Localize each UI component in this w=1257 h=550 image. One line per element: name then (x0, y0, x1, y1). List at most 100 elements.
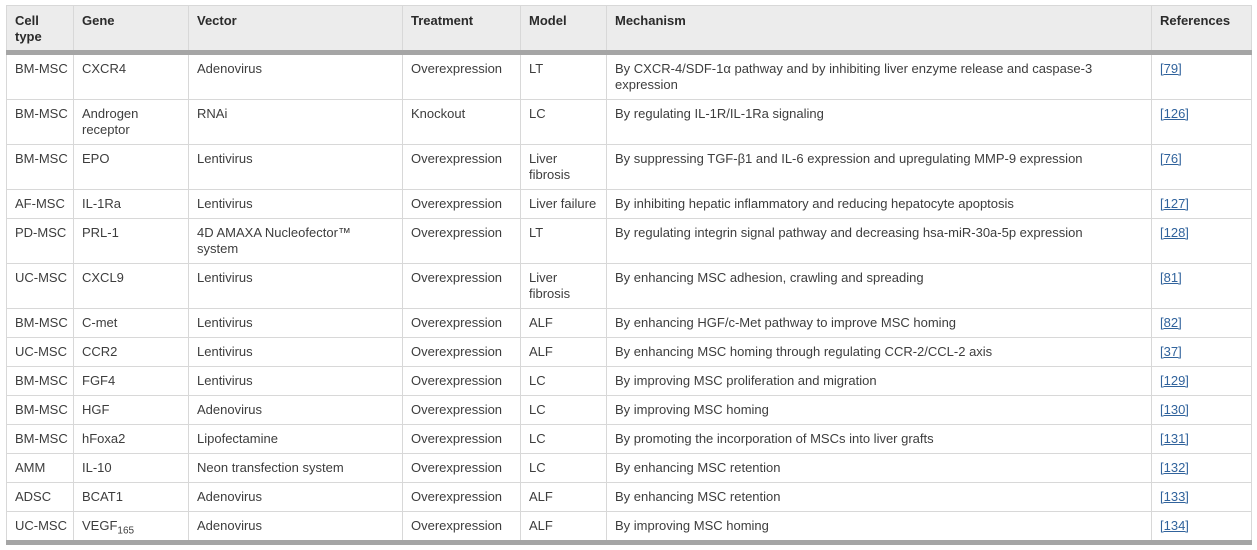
gene-value: EPO (73, 144, 189, 190)
cell-type-value: BM-MSC (6, 99, 74, 145)
treatment-value: Overexpression (402, 144, 521, 190)
model-value: LT (520, 52, 607, 100)
gene-value: Androgen receptor (73, 99, 189, 145)
model-value: LC (520, 395, 607, 425)
reference-cell: [133] (1151, 482, 1252, 512)
vector-value: Lentivirus (188, 366, 403, 396)
table-row: BM-MSC EPO Lentivirus Overexpression Liv… (6, 144, 1252, 190)
reference-cell: [134] (1151, 511, 1252, 543)
reference-link[interactable]: [81] (1160, 270, 1182, 285)
model-value: LC (520, 453, 607, 483)
cell-type-value: PD-MSC (6, 218, 74, 264)
reference-link[interactable]: [132] (1160, 460, 1189, 475)
gene-value: C-met (73, 308, 189, 338)
mechanism-value: By inhibiting hepatic inflammatory and r… (606, 189, 1152, 219)
vector-value: Lentivirus (188, 308, 403, 338)
mechanism-value: By improving MSC homing (606, 395, 1152, 425)
model-value: LC (520, 424, 607, 454)
vector-value: Adenovirus (188, 52, 403, 100)
cell-type-value: ADSC (6, 482, 74, 512)
table-row: BM-MSC CXCR4 Adenovirus Overexpression L… (6, 52, 1252, 100)
table-row: BM-MSC Androgen receptor RNAi Knockout L… (6, 99, 1252, 145)
reference-cell: [37] (1151, 337, 1252, 367)
table-row: BM-MSC FGF4 Lentivirus Overexpression LC… (6, 366, 1252, 396)
treatment-value: Overexpression (402, 453, 521, 483)
table-body: BM-MSC CXCR4 Adenovirus Overexpression L… (6, 52, 1252, 543)
reference-link[interactable]: [79] (1160, 61, 1182, 76)
model-value: ALF (520, 511, 607, 543)
model-value: Liver failure (520, 189, 607, 219)
reference-link[interactable]: [130] (1160, 402, 1189, 417)
treatment-value: Overexpression (402, 395, 521, 425)
treatment-value: Overexpression (402, 263, 521, 309)
gene-modified-msc-table: Cell type Gene Vector Treatment Model Me… (6, 5, 1252, 545)
gene-value: BCAT1 (73, 482, 189, 512)
vector-value: Lipofectamine (188, 424, 403, 454)
cell-type-value: UC-MSC (6, 511, 74, 543)
treatment-value: Overexpression (402, 424, 521, 454)
reference-cell: [81] (1151, 263, 1252, 309)
cell-type-value: AF-MSC (6, 189, 74, 219)
cell-type-value: BM-MSC (6, 308, 74, 338)
mechanism-value: By suppressing TGF-β1 and IL-6 expressio… (606, 144, 1152, 190)
reference-link[interactable]: [134] (1160, 518, 1189, 533)
column-header-vector: Vector (188, 5, 403, 55)
reference-link[interactable]: [128] (1160, 225, 1189, 240)
reference-link[interactable]: [37] (1160, 344, 1182, 359)
model-value: LC (520, 366, 607, 396)
cell-type-value: UC-MSC (6, 337, 74, 367)
treatment-value: Overexpression (402, 218, 521, 264)
treatment-value: Overexpression (402, 337, 521, 367)
reference-link[interactable]: [76] (1160, 151, 1182, 166)
vector-value: Adenovirus (188, 511, 403, 543)
treatment-value: Overexpression (402, 189, 521, 219)
mechanism-value: By improving MSC homing (606, 511, 1152, 543)
reference-link[interactable]: [127] (1160, 196, 1189, 211)
reference-cell: [129] (1151, 366, 1252, 396)
vector-value: Lentivirus (188, 144, 403, 190)
model-value: Liver fibrosis (520, 263, 607, 309)
reference-cell: [126] (1151, 99, 1252, 145)
table-row: BM-MSC C-met Lentivirus Overexpression A… (6, 308, 1252, 338)
gene-value: IL-10 (73, 453, 189, 483)
gene-value: CXCL9 (73, 263, 189, 309)
table-row: UC-MSC CCR2 Lentivirus Overexpression AL… (6, 337, 1252, 367)
cell-type-value: UC-MSC (6, 263, 74, 309)
column-header-gene: Gene (73, 5, 189, 55)
treatment-value: Overexpression (402, 366, 521, 396)
column-header-references: References (1151, 5, 1252, 55)
column-header-treatment: Treatment (402, 5, 521, 55)
reference-link[interactable]: [82] (1160, 315, 1182, 330)
cell-type-value: BM-MSC (6, 144, 74, 190)
treatment-value: Overexpression (402, 511, 521, 543)
reference-link[interactable]: [129] (1160, 373, 1189, 388)
table-row: AMM IL-10 Neon transfection system Overe… (6, 453, 1252, 483)
gene-value: HGF (73, 395, 189, 425)
reference-link[interactable]: [131] (1160, 431, 1189, 446)
model-value: ALF (520, 337, 607, 367)
reference-cell: [130] (1151, 395, 1252, 425)
column-header-model: Model (520, 5, 607, 55)
reference-cell: [131] (1151, 424, 1252, 454)
mechanism-value: By enhancing HGF/c-Met pathway to improv… (606, 308, 1152, 338)
mechanism-value: By regulating integrin signal pathway an… (606, 218, 1152, 264)
model-value: LT (520, 218, 607, 264)
mechanism-value: By enhancing MSC adhesion, crawling and … (606, 263, 1152, 309)
reference-cell: [79] (1151, 52, 1252, 100)
reference-link[interactable]: [126] (1160, 106, 1189, 121)
treatment-value: Knockout (402, 99, 521, 145)
gene-value: hFoxa2 (73, 424, 189, 454)
cell-type-value: AMM (6, 453, 74, 483)
treatment-value: Overexpression (402, 482, 521, 512)
vector-value: Lentivirus (188, 337, 403, 367)
gene-value: IL-1Ra (73, 189, 189, 219)
gene-value: PRL-1 (73, 218, 189, 264)
mechanism-value: By enhancing MSC retention (606, 482, 1152, 512)
cell-type-value: BM-MSC (6, 52, 74, 100)
gene-value: FGF4 (73, 366, 189, 396)
mechanism-value: By promoting the incorporation of MSCs i… (606, 424, 1152, 454)
gene-value: VEGF165 (73, 511, 189, 543)
model-value: ALF (520, 308, 607, 338)
column-header-mechanism: Mechanism (606, 5, 1152, 55)
reference-link[interactable]: [133] (1160, 489, 1189, 504)
